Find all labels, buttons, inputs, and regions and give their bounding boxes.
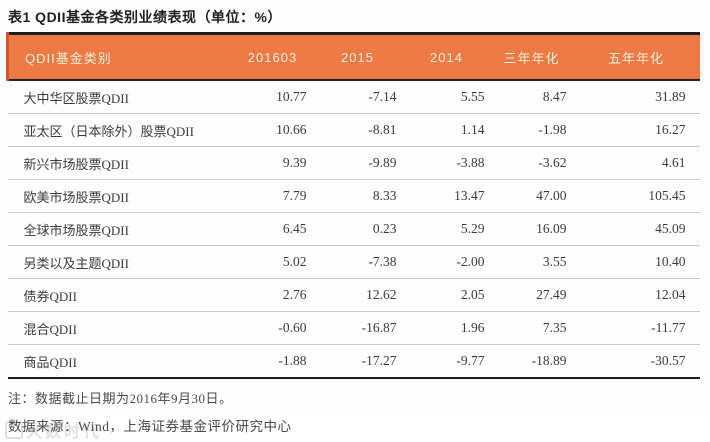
cell-3yr: 7.35 xyxy=(490,311,573,345)
cell-2015: -16.87 xyxy=(312,311,403,345)
table-row: 大中华区股票QDII 10.77 -7.14 5.55 8.47 31.89 xyxy=(7,80,700,114)
column-header-5yr: 五年年化 xyxy=(572,33,700,81)
table-row: 亚太区（日本除外）股票QDII 10.66 -8.81 1.14 -1.98 1… xyxy=(7,113,700,147)
note-line: 注：数据截止日期为2016年9月30日。 xyxy=(8,391,233,406)
cell-201603: -1.88 xyxy=(232,344,313,379)
cell-2014: 5.29 xyxy=(402,212,491,246)
cell-5yr: 105.45 xyxy=(572,179,700,213)
cell-5yr: 4.61 xyxy=(572,146,700,180)
column-header-3yr: 三年年化 xyxy=(490,33,573,81)
cell-201603: 7.79 xyxy=(232,179,313,213)
cell-2014: 2.05 xyxy=(402,278,491,312)
cell-2014: -9.77 xyxy=(402,344,491,379)
table-row: 商品QDII -1.88 -17.27 -9.77 -18.89 -30.57 xyxy=(7,344,700,379)
cell-5yr: 31.89 xyxy=(572,80,700,114)
cell-5yr: 12.04 xyxy=(572,278,700,312)
cell-201603: -0.60 xyxy=(232,311,313,345)
cell-2014: 13.47 xyxy=(402,179,491,213)
column-header-201603: 201603 xyxy=(232,33,313,81)
column-header-2015: 2015 xyxy=(312,33,403,81)
qdii-performance-table: QDII基金类别 201603 2015 2014 三年年化 五年年化 大中华区… xyxy=(6,32,700,379)
column-header-category: QDII基金类别 xyxy=(6,33,233,81)
cell-201603: 9.39 xyxy=(232,146,313,180)
cell-201603: 5.02 xyxy=(232,245,313,279)
cell-5yr: 45.09 xyxy=(572,212,700,246)
cell-201603: 6.45 xyxy=(232,212,313,246)
data-source-line: 数据来源：Wind，上海证券基金评价研究中心 xyxy=(8,419,292,434)
article-table-page: 表1 QDII基金各类别业绩表现（单位：%） QDII基金类别 201603 2… xyxy=(5,9,700,441)
cell-2015: -7.14 xyxy=(312,80,403,114)
cell-2015: -8.81 xyxy=(312,113,403,147)
cell-2015: -7.38 xyxy=(312,245,403,279)
cell-3yr: 8.47 xyxy=(490,80,573,114)
row-label: 亚太区（日本除外）股票QDII xyxy=(7,113,233,147)
cell-2015: 0.23 xyxy=(312,212,403,246)
table-row: 欧美市场股票QDII 7.79 8.33 13.47 47.00 105.45 xyxy=(7,179,700,213)
cell-3yr: -3.62 xyxy=(490,146,573,180)
cell-3yr: 16.09 xyxy=(490,212,573,246)
cell-3yr: -1.98 xyxy=(490,113,573,147)
table-row: 另类以及主题QDII 5.02 -7.38 -2.00 3.55 10.40 xyxy=(7,245,700,279)
cell-5yr: 16.27 xyxy=(572,113,700,147)
cell-2014: -2.00 xyxy=(402,245,491,279)
row-label: 另类以及主题QDII xyxy=(7,245,233,279)
row-label: 大中华区股票QDII xyxy=(7,80,233,114)
cell-201603: 10.77 xyxy=(232,80,313,114)
row-label: 混合QDII xyxy=(7,311,233,345)
table-row: 新兴市场股票QDII 9.39 -9.89 -3.88 -3.62 4.61 xyxy=(7,146,700,180)
table-row: 全球市场股票QDII 6.45 0.23 5.29 16.09 45.09 xyxy=(7,212,700,246)
source-section: 大数时代 数据来源：Wind，上海证券基金评价研究中心 xyxy=(5,415,710,441)
row-label: 商品QDII xyxy=(7,344,233,379)
table-row: 混合QDII -0.60 -16.87 1.96 7.35 -11.77 xyxy=(7,311,700,345)
cell-5yr: -30.57 xyxy=(572,344,700,379)
header-row: QDII基金类别 201603 2015 2014 三年年化 五年年化 xyxy=(6,33,700,81)
cell-5yr: 10.40 xyxy=(572,245,700,279)
cell-201603: 10.66 xyxy=(232,113,313,147)
cell-201603: 2.76 xyxy=(232,278,313,312)
cell-3yr: 27.49 xyxy=(490,278,573,312)
cell-2014: 1.14 xyxy=(402,113,491,147)
cell-2015: 8.33 xyxy=(312,179,403,213)
column-header-2014: 2014 xyxy=(402,33,491,81)
table-row: 债券QDII 2.76 12.62 2.05 27.49 12.04 xyxy=(7,278,700,312)
row-label: 欧美市场股票QDII xyxy=(7,179,233,213)
cell-3yr: 3.55 xyxy=(490,245,573,279)
row-label: 新兴市场股票QDII xyxy=(7,146,233,180)
cell-5yr: -11.77 xyxy=(572,311,700,345)
cell-2014: 5.55 xyxy=(402,80,491,114)
cell-2015: 12.62 xyxy=(312,278,403,312)
cell-2015: -9.89 xyxy=(312,146,403,180)
cell-2014: 1.96 xyxy=(402,311,491,345)
cell-3yr: -18.89 xyxy=(490,344,573,379)
cell-2014: -3.88 xyxy=(402,146,491,180)
row-label: 债券QDII xyxy=(7,278,233,312)
cell-3yr: 47.00 xyxy=(490,179,573,213)
table-title: 表1 QDII基金各类别业绩表现（单位：%） xyxy=(8,9,282,25)
row-label: 全球市场股票QDII xyxy=(7,212,233,246)
cell-2015: -17.27 xyxy=(312,344,403,379)
